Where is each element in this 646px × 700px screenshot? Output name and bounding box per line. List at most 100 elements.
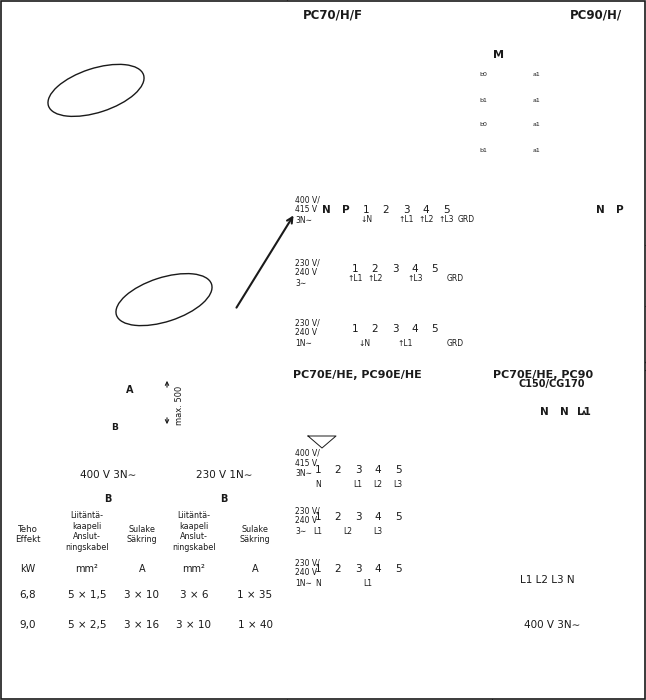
Bar	[405, 319, 425, 339]
Text: PC70E/HE, PC90: PC70E/HE, PC90	[493, 370, 593, 380]
Circle shape	[163, 304, 169, 310]
Text: max. 500: max. 500	[175, 386, 184, 425]
Circle shape	[307, 20, 313, 25]
Text: b0: b0	[479, 122, 487, 127]
Bar	[303, 18, 558, 213]
Circle shape	[428, 559, 448, 579]
Text: ↑L3: ↑L3	[438, 215, 453, 224]
Text: 5 × 1,5: 5 × 1,5	[68, 590, 106, 600]
Circle shape	[146, 434, 150, 438]
Text: ↓N: ↓N	[360, 215, 372, 224]
Text: mm²: mm²	[76, 564, 98, 573]
Bar	[416, 200, 436, 220]
Bar	[308, 460, 328, 480]
Bar	[316, 200, 336, 220]
Bar	[405, 259, 425, 279]
Text: ↑L1: ↑L1	[397, 339, 413, 348]
Bar	[574, 402, 594, 422]
Circle shape	[408, 559, 428, 579]
Text: B: B	[112, 424, 118, 433]
Text: 5: 5	[395, 512, 401, 522]
Text: 1: 1	[315, 465, 321, 475]
Circle shape	[178, 434, 182, 438]
Circle shape	[226, 434, 230, 438]
Text: 1: 1	[315, 564, 321, 574]
Text: 6,8: 6,8	[19, 590, 36, 600]
Text: a1: a1	[533, 97, 541, 102]
Text: 400 V 3N∼: 400 V 3N∼	[524, 620, 580, 630]
Circle shape	[98, 434, 102, 438]
Text: N: N	[322, 205, 330, 215]
Bar	[610, 200, 630, 220]
Text: L3: L3	[393, 480, 402, 489]
Text: a1: a1	[533, 73, 541, 78]
Bar	[308, 507, 328, 527]
Bar	[356, 200, 376, 220]
Text: M: M	[492, 50, 503, 60]
Bar	[348, 527, 388, 531]
Text: 2: 2	[335, 465, 341, 475]
Bar	[455, 25, 555, 180]
Circle shape	[162, 434, 166, 438]
Bar	[308, 388, 463, 436]
Text: 5: 5	[432, 264, 439, 274]
Circle shape	[580, 230, 584, 234]
Bar	[336, 200, 356, 220]
Bar	[308, 559, 328, 579]
Bar	[388, 507, 408, 527]
Circle shape	[120, 153, 125, 158]
Circle shape	[422, 389, 430, 396]
Text: 5: 5	[443, 205, 450, 215]
Text: 1 × 35: 1 × 35	[238, 590, 273, 600]
Text: 3: 3	[402, 205, 410, 215]
Bar	[497, 375, 607, 393]
Text: B: B	[104, 494, 112, 505]
Text: PC90/H/: PC90/H/	[570, 8, 622, 21]
Text: ↑L2: ↑L2	[419, 215, 433, 224]
Text: N: N	[315, 480, 321, 489]
Circle shape	[377, 389, 384, 396]
Bar	[368, 460, 388, 480]
Text: 1: 1	[315, 512, 321, 522]
Text: 9,0: 9,0	[20, 620, 36, 630]
Text: b0: b0	[479, 73, 487, 78]
Bar	[502, 565, 632, 615]
Bar	[368, 507, 388, 527]
Text: 230 V 1N∼: 230 V 1N∼	[196, 470, 252, 480]
Circle shape	[215, 491, 233, 508]
Bar	[365, 319, 385, 339]
Bar	[195, 385, 245, 430]
Text: GRD: GRD	[457, 215, 475, 224]
Circle shape	[348, 20, 353, 25]
Text: 2: 2	[371, 264, 379, 274]
Circle shape	[143, 228, 151, 235]
Circle shape	[333, 389, 340, 396]
Bar	[328, 507, 348, 527]
Circle shape	[210, 434, 214, 438]
Text: 3: 3	[355, 465, 361, 475]
Bar	[348, 559, 368, 579]
Text: 1: 1	[351, 324, 359, 334]
Bar	[328, 460, 348, 480]
Bar	[385, 259, 405, 279]
Bar	[323, 28, 337, 56]
Text: b1: b1	[479, 97, 487, 102]
Circle shape	[218, 422, 226, 430]
Text: 2: 2	[371, 324, 379, 334]
Circle shape	[121, 381, 139, 399]
Text: ↓N: ↓N	[359, 339, 371, 348]
Bar	[345, 259, 365, 279]
Text: A: A	[139, 564, 145, 573]
Circle shape	[422, 428, 430, 435]
Text: 4: 4	[422, 205, 430, 215]
Circle shape	[114, 434, 118, 438]
Bar	[3, 462, 285, 695]
Text: Sulake
Säkring: Sulake Säkring	[240, 525, 270, 544]
Circle shape	[445, 319, 465, 339]
Circle shape	[99, 491, 117, 508]
Text: 3 × 16: 3 × 16	[125, 620, 160, 630]
Polygon shape	[308, 436, 336, 448]
Bar	[328, 559, 348, 579]
Text: PC70/H/F: PC70/H/F	[303, 8, 363, 21]
Bar	[365, 259, 385, 279]
